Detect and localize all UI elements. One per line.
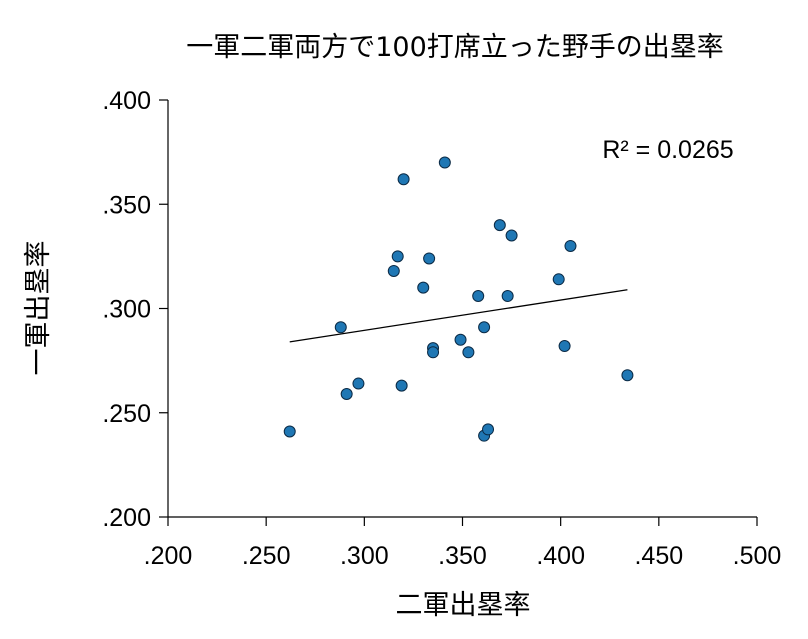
- axes: .200 .250 .300 .350 .400 .200 .250 .300 .350 .40…: [102, 87, 781, 570]
- r-squared-annotation: R² = 0.0265: [602, 136, 733, 164]
- data-point: [505, 229, 518, 242]
- data-point: [423, 252, 436, 265]
- y-tick-label: .400: [102, 87, 151, 115]
- x-tick-label: .400: [536, 542, 585, 570]
- data-point: [462, 346, 475, 359]
- data-point: [454, 333, 467, 346]
- data-point: [438, 156, 451, 169]
- data-point: [334, 321, 347, 334]
- x-tick-label: .350: [438, 542, 487, 570]
- data-point: [501, 289, 514, 302]
- data-point: [340, 387, 353, 400]
- x-tick-label: .300: [340, 542, 389, 570]
- data-point: [283, 425, 296, 438]
- data-point: [558, 340, 571, 353]
- data-point: [391, 250, 404, 263]
- x-tick-label: .450: [634, 542, 683, 570]
- data-point: [552, 273, 565, 286]
- data-point: [493, 219, 506, 232]
- data-point: [564, 239, 577, 252]
- chart-title: 一軍二軍両方で100打席立った野手の出塁率: [186, 32, 724, 63]
- data-points: [283, 156, 634, 442]
- data-point: [482, 423, 495, 436]
- x-tick-label: .200: [144, 542, 193, 570]
- y-tick-label: .200: [102, 504, 151, 532]
- x-axis-ticks: .200 .250 .300 .350 .400 .450 .500: [144, 517, 782, 570]
- data-point: [395, 379, 408, 392]
- x-tick-label: .500: [733, 542, 782, 570]
- x-axis-title: 二軍出塁率: [396, 590, 531, 621]
- y-tick-label: .300: [102, 296, 151, 324]
- x-tick-label: .250: [242, 542, 291, 570]
- trendline: [289, 289, 628, 343]
- data-point: [387, 264, 400, 277]
- data-point: [397, 173, 410, 186]
- data-point: [472, 289, 485, 302]
- y-tick-label: .350: [102, 191, 151, 219]
- y-axis-ticks: .200 .250 .300 .350 .400: [102, 87, 168, 532]
- data-point: [352, 377, 365, 390]
- data-point: [427, 346, 440, 359]
- y-axis-title: 一軍出塁率: [23, 241, 54, 376]
- data-point: [478, 321, 491, 334]
- y-tick-label: .250: [102, 400, 151, 428]
- data-point: [417, 281, 430, 294]
- data-point: [621, 369, 634, 382]
